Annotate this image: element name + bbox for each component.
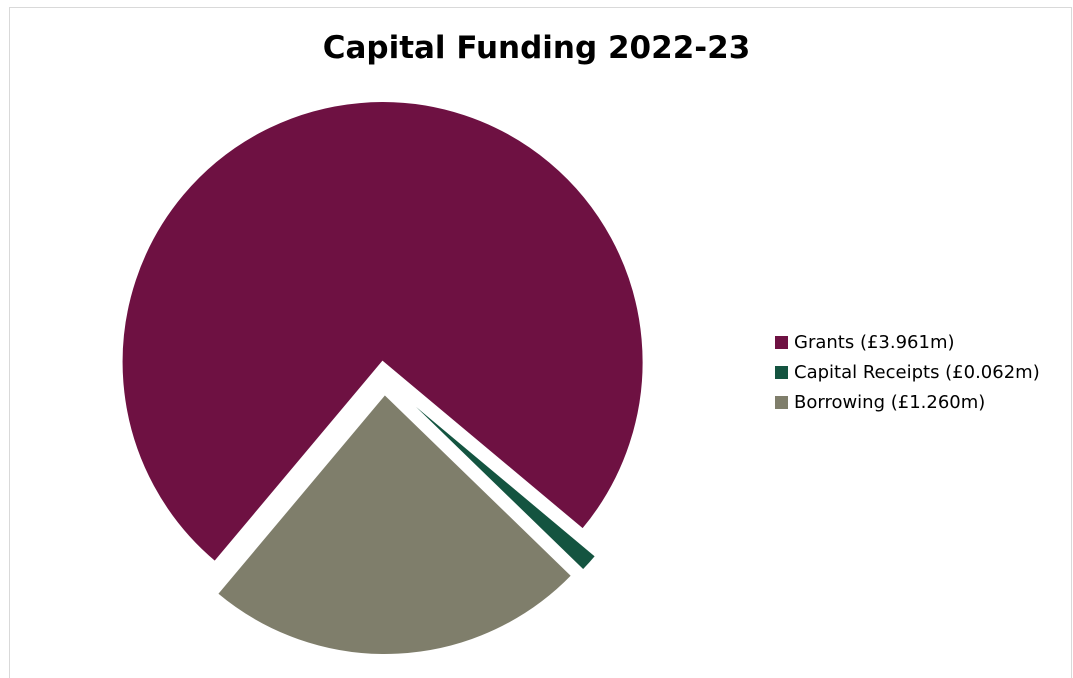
legend: Grants (£3.961m) Capital Receipts (£0.06… [775, 327, 1040, 417]
legend-swatch-borrowing [775, 395, 788, 409]
legend-swatch-grants [775, 335, 788, 349]
legend-label-borrowing: Borrowing (£1.260m) [794, 391, 986, 413]
pie-slice-grants [120, 100, 645, 564]
pie-slice-capital-receipts [395, 387, 598, 572]
chart-title: Capital Funding 2022-23 [322, 30, 751, 66]
legend-label-capital-receipts: Capital Receipts (£0.062m) [794, 361, 1040, 383]
legend-swatch-capital-receipts [775, 365, 788, 379]
pie-slice-borrowing [215, 392, 574, 656]
legend-item-borrowing: Borrowing (£1.260m) [775, 387, 1040, 417]
legend-item-grants: Grants (£3.961m) [775, 327, 1040, 357]
legend-label-grants: Grants (£3.961m) [794, 331, 955, 353]
chart-area [9, 7, 1072, 678]
legend-item-capital-receipts: Capital Receipts (£0.062m) [775, 357, 1040, 387]
